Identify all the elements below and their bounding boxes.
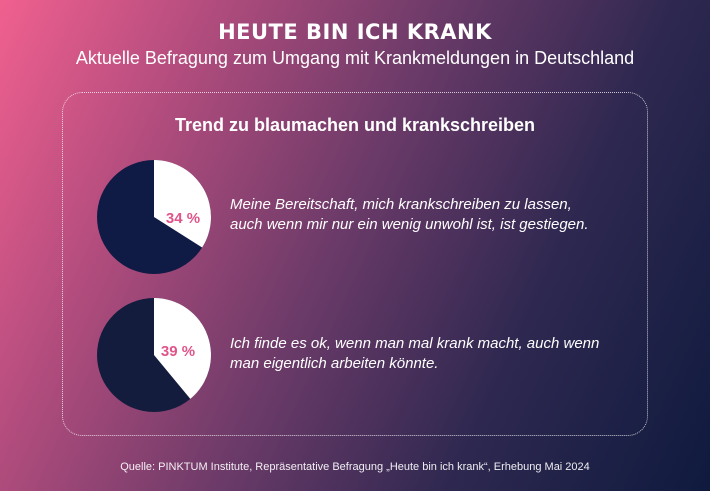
pie-1-value-slice xyxy=(154,160,212,248)
statement-2-line-1: Ich finde es ok, wenn man mal krank mach… xyxy=(230,335,600,352)
pie-2-value-slice xyxy=(154,298,211,399)
page-subtitle: Aktuelle Befragung zum Umgang mit Krankm… xyxy=(75,48,635,68)
statement-1: Meine Bereitschaft, mich krankschreiben … xyxy=(230,195,630,235)
pie-chart-2: 39 % xyxy=(97,298,211,412)
pie-2-percent-label: 39 % xyxy=(161,343,195,360)
pie-chart-1: 34 % xyxy=(97,160,212,274)
source-note: Quelle: PINKTUM Institute, Repräsentativ… xyxy=(120,461,590,473)
statement-2-line-2: man eigentlich arbeiten könnte. xyxy=(230,355,439,372)
pie-1-percent-label: 34 % xyxy=(166,210,200,227)
statement-1-line-1: Meine Bereitschaft, mich krankschreiben … xyxy=(230,196,572,213)
content-panel xyxy=(62,92,648,436)
statement-1-line-2: auch wenn mir nur ein wenig unwohl ist, … xyxy=(230,216,589,233)
statement-2: Ich finde es ok, wenn man mal krank mach… xyxy=(230,334,630,374)
page-title: HEUTE BIN ICH KRANK xyxy=(218,20,492,44)
panel-title: Trend zu blaumachen und krankschreiben xyxy=(174,115,536,135)
